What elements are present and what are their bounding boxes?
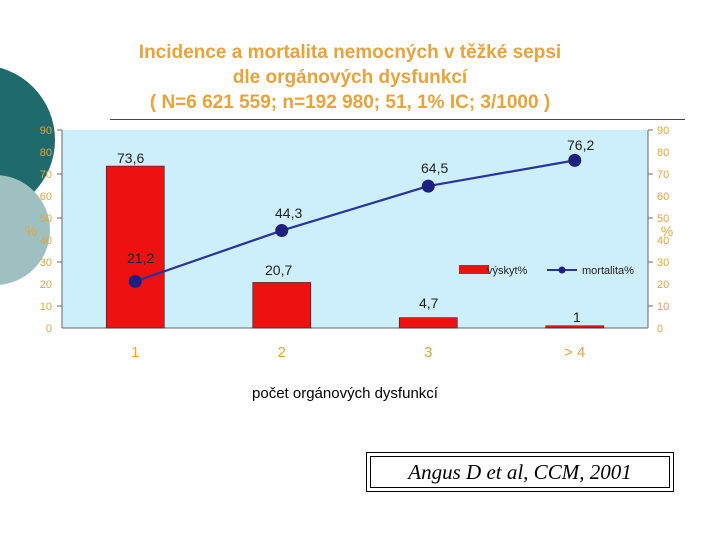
y-tick-left: 40 xyxy=(40,235,52,247)
line-data-label: 44,3 xyxy=(275,205,302,221)
line-data-label: 64,5 xyxy=(421,160,448,176)
title-line-3: ( N=6 621 559; n=192 980; 51, 1% IC; 3/1… xyxy=(149,92,551,113)
legend-label-vyskyt: výskyt% xyxy=(487,265,528,277)
mortality-point-2 xyxy=(275,224,289,238)
mortality-point-3 xyxy=(421,179,435,193)
title-line-1: Incidence a mortalita nemocných v těžké … xyxy=(138,42,562,63)
y-tick-left: 70 xyxy=(40,169,52,181)
y-tick-right: 90 xyxy=(657,125,669,137)
citation-inner-border xyxy=(370,456,670,488)
y-tick-right: 50 xyxy=(657,213,669,225)
legend-label-mortalita: mortalita% xyxy=(582,265,634,277)
x-tick-label: 2 xyxy=(278,344,286,361)
teal-circle-light xyxy=(0,175,50,285)
y-tick-right: 0 xyxy=(657,323,663,335)
y-tick-left: 90 xyxy=(40,125,52,137)
bar-3 xyxy=(398,317,458,329)
citation-box: Angus D et al, CCM, 2001 xyxy=(366,452,674,492)
y-axis-label-left: % xyxy=(25,223,37,239)
y-tick-right: 70 xyxy=(657,169,669,181)
line-data-label: 21,2 xyxy=(127,250,154,266)
y-tick-right: 80 xyxy=(657,147,669,159)
teal-circle-large xyxy=(0,67,55,213)
y-tick-left: 30 xyxy=(40,257,52,269)
mortality-line xyxy=(134,159,575,283)
title-line-2: dle orgánových dysfunkcí xyxy=(232,67,468,88)
slide-title: Incidence a mortalita nemocných v těžké … xyxy=(60,40,640,115)
legend-bar-swatch xyxy=(459,265,489,274)
x-axis-label: počet orgánových dysfunkcí xyxy=(252,385,438,402)
y-tick-right: 30 xyxy=(657,257,669,269)
y-tick-right: 20 xyxy=(657,279,669,291)
x-tick-label: 3 xyxy=(424,344,432,361)
y-tick-right: 60 xyxy=(657,191,669,203)
y-tick-right: 10 xyxy=(657,301,669,313)
line-data-label: 76,2 xyxy=(567,137,594,153)
y-tick-left: 10 xyxy=(40,301,52,313)
mortality-point-1 xyxy=(128,274,142,288)
y-tick-left: 80 xyxy=(40,147,52,159)
y-tick-left: 20 xyxy=(40,279,52,291)
bar-1 xyxy=(105,165,165,329)
x-tick-label: > 4 xyxy=(564,344,585,361)
y-axis-label-right: % xyxy=(661,223,673,239)
y-tick-left: 60 xyxy=(40,191,52,203)
legend-line-marker xyxy=(558,266,566,274)
bar-data-label: 1 xyxy=(573,309,581,325)
x-tick-label: 1 xyxy=(131,344,139,361)
bar-data-label: 20,7 xyxy=(265,262,292,278)
bar-data-label: 4,7 xyxy=(419,295,439,311)
title-underline xyxy=(110,119,685,120)
mortality-point-4 xyxy=(568,153,582,167)
y-tick-right: 40 xyxy=(657,235,669,247)
citation-text: Angus D et al, CCM, 2001 xyxy=(408,459,632,484)
bar-4 xyxy=(545,325,605,329)
bar-2 xyxy=(252,282,312,329)
bar-data-label: 73,6 xyxy=(117,150,144,166)
y-tick-left: 0 xyxy=(46,323,52,335)
y-tick-left: 50 xyxy=(40,213,52,225)
